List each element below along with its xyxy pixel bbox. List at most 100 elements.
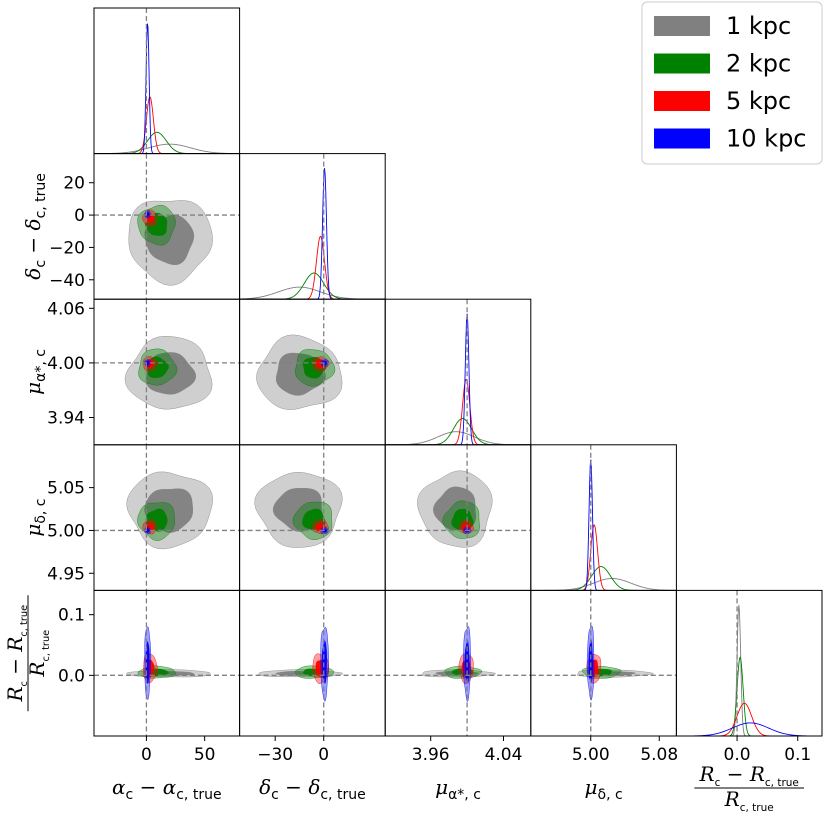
panel-rc-alpha [94,590,240,736]
legend-swatch-2-kpc [654,53,710,74]
ytick-label: 5.05 [47,479,85,499]
label-part: μ [21,524,45,537]
label-subscript: c [33,260,49,268]
legend-frame [641,1,823,165]
marginal-5-kpc-delta [239,235,386,300]
panel-delta-delta [239,153,386,300]
ytick-label: 0 [74,206,85,226]
label-part: R [724,787,740,811]
label-part: R [699,762,715,786]
marginal-5-kpc-mud [530,524,677,591]
panel-delta-alpha [94,153,240,300]
xtick-label: 5.00 [572,745,610,765]
marginal-5-kpc-mua [385,379,531,445]
label-subscript: c, true [320,787,365,803]
ytick-label: −20 [49,238,85,258]
axis-label: μα*, c [21,349,49,395]
label-part: − [720,762,749,786]
label-subscript: c [126,787,134,803]
label-part: δ [308,775,320,799]
panel-rc-rc [676,590,822,737]
ytick-label: 0.1 [58,606,85,626]
label-part: − [21,230,45,259]
label-part: δ [21,268,45,280]
panel-alpha-alpha [94,8,240,154]
axis-label: δc − δc, true [259,775,366,803]
label-subscript: c, true [740,802,774,814]
marginal-2-kpc-alpha [94,131,240,154]
contour-1sigma-10-kpc [588,639,593,684]
legend-label: 2 kpc [726,50,791,78]
axis-label: Rc, true [25,630,52,678]
ytick-label: 20 [63,174,85,194]
marginal-10-kpc-mud [530,459,677,591]
legend-label: 1 kpc [726,12,791,40]
xtick-label: 0 [141,745,152,765]
axis-label: μδ, c [585,775,623,803]
label-part: δ [259,775,271,799]
ytick-label: 3.94 [47,409,85,429]
legend-label: 10 kpc [726,125,807,153]
marginal-10-kpc-delta [239,168,386,300]
panel-rc-mud [530,590,677,736]
contour-1sigma-10-kpc [464,639,470,684]
ylabel-group: μδ, c [21,499,49,537]
label-part: μ [435,775,448,799]
label-part: − [133,775,162,799]
ytick-label: 4.06 [47,299,85,319]
ytick-label: 0.0 [58,666,85,686]
panel-mud-delta [239,444,386,591]
axis-label: Rc − Rc, true [3,605,30,703]
ytick-label: 4.00 [47,354,85,374]
panel-mua-mua [385,299,531,445]
legend-swatch-10-kpc [654,128,710,149]
panel-mud-alpha [94,444,240,591]
label-subscript: c, true [765,777,799,789]
xtick-label: 5.08 [640,745,678,765]
xtick-label: −30 [257,745,293,765]
label-subscript: c [19,681,30,686]
label-part: R [3,687,27,703]
label-part: − [3,652,27,681]
label-part: − [279,775,308,799]
marginal-10-kpc-rc [676,722,822,737]
panel-frame [384,589,532,737]
panel-rc-delta [239,590,386,736]
panel-rc-mua [385,590,531,736]
xtick-label: 3.96 [412,745,450,765]
marginal-10-kpc-mua [385,313,531,445]
panel-mud-mua [385,444,531,591]
marginal-5-kpc-rc [676,702,822,737]
label-subscript: α*, c [448,787,481,803]
label-part: R [749,762,765,786]
marginal-10-kpc-alpha [94,23,240,154]
marginal-5-kpc-alpha [94,96,240,154]
legend-label: 5 kpc [726,87,791,115]
ylabel-group: μα*, c [21,349,49,395]
axis-label: αc − αc, true [112,775,222,803]
ytick-label: −40 [49,271,85,291]
axis-label: Rc, true [724,787,774,814]
label-subscript: c [715,777,721,789]
panel-frame [93,589,241,737]
panel-mud-mud [530,444,677,591]
panel-frame [530,444,677,591]
axis-label: μα*, c [435,775,481,803]
label-part: α [112,775,126,799]
legend: 1 kpc 2 kpc 5 kpc 10 kpc [641,1,823,165]
xtick-label: 50 [194,745,216,765]
xtick-label: 0.1 [784,745,811,765]
label-part: μ [21,382,45,395]
marginal-2-kpc-delta [239,272,386,300]
marginal-2-kpc-mud [530,566,677,591]
label-part: δ [21,218,45,230]
panel-frame [93,7,241,155]
axis-label: δc − δc, true [21,173,49,280]
panel-frame [530,589,677,737]
panel-mua-alpha [94,299,240,445]
panel-frame [384,298,532,446]
label-subscript: c, true [41,630,52,662]
xtick-label: 0.0 [724,745,751,765]
